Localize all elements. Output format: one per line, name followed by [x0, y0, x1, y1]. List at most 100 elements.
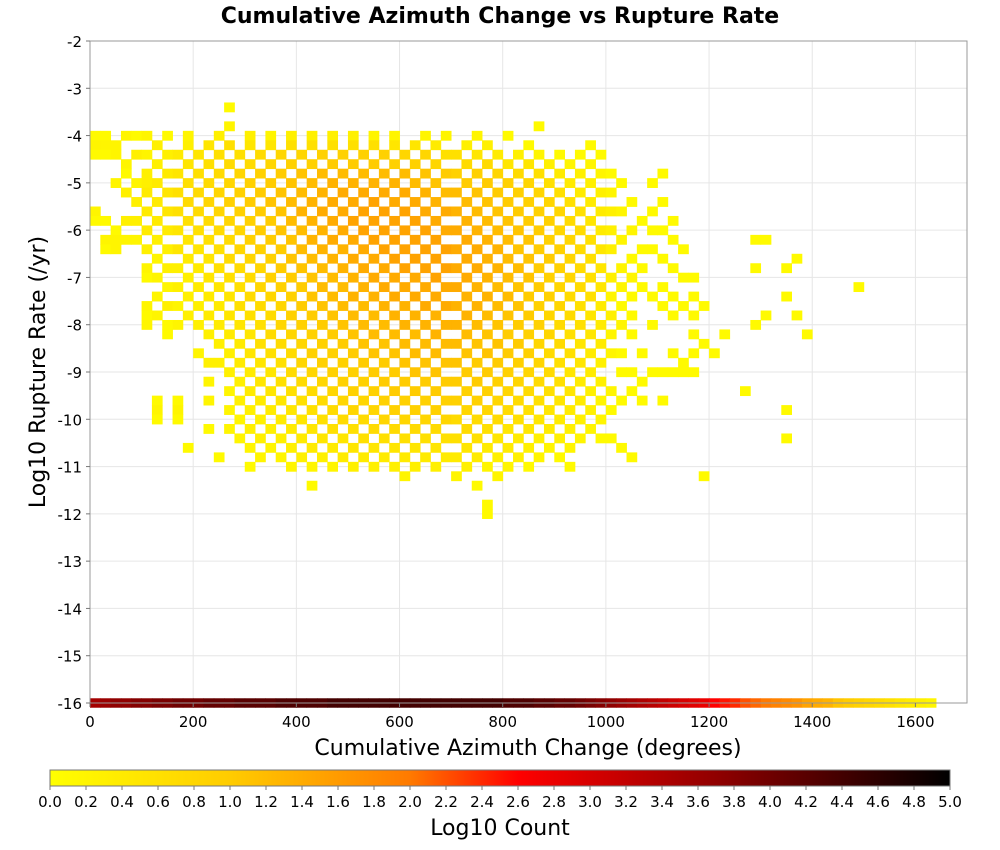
x-axis-ticks: 0 200 400 600 800 1000 1200 1400 1600 — [85, 703, 935, 731]
heatmap-cell — [213, 244, 225, 255]
x-tick-label: 800 — [488, 713, 517, 731]
heatmap-cell — [316, 168, 328, 179]
heatmap-cell — [368, 348, 380, 359]
heatmap-cell — [564, 197, 576, 207]
heatmap-cell — [595, 357, 607, 368]
heatmap-cell — [255, 244, 266, 255]
heatmap-cell — [574, 319, 586, 330]
heatmap-cell — [471, 168, 483, 179]
heatmap-cell — [337, 376, 349, 387]
heatmap-cell — [595, 301, 607, 311]
heatmap-cell — [440, 301, 452, 311]
heatmap-cell — [151, 272, 163, 283]
heatmap-cell — [533, 263, 545, 274]
heatmap-cell — [409, 140, 421, 151]
heatmap-cell — [316, 282, 328, 293]
heatmap-cell — [193, 282, 204, 293]
heatmap-cell — [399, 206, 411, 217]
heatmap-cell — [172, 263, 184, 274]
heatmap-cell — [502, 386, 514, 397]
heatmap-cell — [513, 357, 524, 368]
heatmap-cell — [399, 452, 411, 463]
y-tick-label: -15 — [58, 648, 83, 666]
heatmap-cell — [389, 197, 400, 207]
heatmap-cell — [740, 386, 751, 397]
heatmap-cell — [482, 499, 493, 510]
heatmap-cell — [337, 187, 349, 198]
heatmap-cell — [224, 178, 235, 188]
heatmap-cell — [347, 130, 359, 141]
chart-title: Cumulative Azimuth Change vs Rupture Rat… — [221, 4, 779, 29]
heatmap-cell — [265, 329, 277, 340]
heatmap-cell — [502, 159, 514, 170]
heatmap-cell — [626, 253, 638, 264]
heatmap-cell — [440, 395, 452, 406]
heatmap-cell — [585, 234, 596, 245]
heatmap-cell — [151, 405, 163, 415]
heatmap-cell — [657, 282, 669, 293]
heatmap-cell — [347, 329, 359, 340]
heatmap-cell — [337, 206, 349, 217]
heatmap-cell — [440, 206, 452, 217]
heatmap-cell — [688, 367, 700, 378]
heatmap-cell — [626, 197, 638, 207]
heatmap-cell — [378, 452, 390, 463]
heatmap-cell — [853, 282, 865, 293]
heatmap-cell — [636, 376, 648, 387]
heatmap-cell — [203, 395, 215, 406]
heatmap-cell — [368, 159, 380, 170]
heatmap-cell — [399, 395, 411, 406]
heatmap-cell — [636, 348, 648, 359]
heatmap-cell — [255, 433, 266, 444]
heatmap-cell — [265, 159, 277, 170]
heatmap-cell — [358, 357, 369, 368]
heatmap-cell — [471, 319, 483, 330]
heatmap-cell — [595, 376, 607, 387]
heatmap-cell — [430, 310, 442, 321]
heatmap-cell — [286, 367, 297, 378]
heatmap-cell — [244, 405, 256, 415]
heatmap-cell — [358, 263, 369, 274]
heatmap-cell — [389, 234, 400, 245]
heatmap-cell — [513, 263, 524, 274]
heatmap-cell — [358, 452, 369, 463]
heatmap-cell — [182, 291, 194, 302]
heatmap-cell — [595, 395, 607, 406]
heatmap-cell — [533, 225, 545, 236]
heatmap-cell — [399, 149, 411, 160]
heatmap-cell — [296, 206, 308, 217]
heatmap-cell — [543, 197, 555, 207]
heatmap-cell — [162, 263, 173, 274]
heatmap-cell — [296, 187, 308, 198]
heatmap-cell — [110, 234, 122, 245]
heatmap-cell — [513, 319, 524, 330]
heatmap-cell — [296, 452, 308, 463]
heatmap-cell — [275, 338, 287, 349]
heatmap-cell — [543, 272, 555, 283]
heatmap-cell — [255, 301, 266, 311]
heatmap-cell — [255, 149, 266, 160]
heatmap-cell — [585, 291, 596, 302]
heatmap-cell — [502, 272, 514, 283]
heatmap-cell — [636, 244, 648, 255]
heatmap-cell — [595, 338, 607, 349]
heatmap-cell — [657, 301, 669, 311]
heatmap-cell — [471, 149, 483, 160]
heatmap-cell — [440, 452, 452, 463]
heatmap-cell — [616, 178, 627, 188]
heatmap-cell — [492, 282, 504, 293]
heatmap-cell — [224, 367, 235, 378]
x-tick-label: 0 — [85, 713, 95, 731]
heatmap-cell — [420, 319, 431, 330]
heatmap-cell — [203, 215, 215, 226]
heatmap-cell — [616, 234, 627, 245]
heatmap-cell — [151, 159, 163, 170]
heatmap-cell — [162, 319, 173, 330]
heatmap-cell — [513, 338, 524, 349]
heatmap-cell — [791, 253, 803, 264]
heatmap-cell — [172, 206, 184, 217]
heatmap-cell — [389, 329, 400, 340]
heatmap-cell — [306, 272, 318, 283]
y-tick-label: -10 — [58, 411, 83, 429]
heatmap-cell — [523, 291, 535, 302]
